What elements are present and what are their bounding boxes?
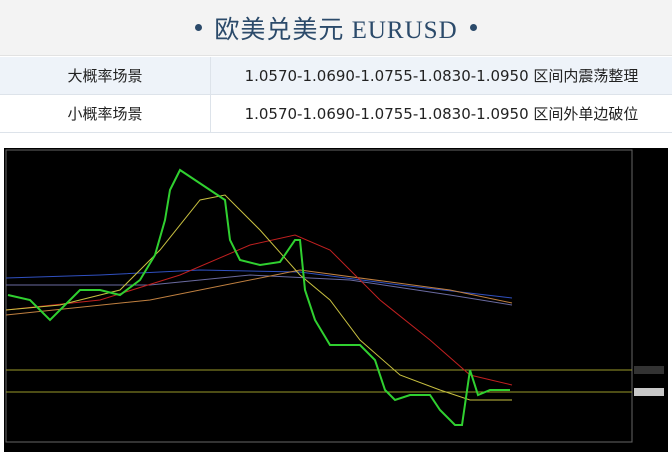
ma-line (5, 269, 513, 299)
price-axis (634, 150, 668, 442)
ma-line (6, 274, 513, 306)
price-line (7, 168, 510, 426)
title-band: 欧美兑美元 EURUSD (0, 0, 672, 56)
ma-line (5, 194, 512, 401)
chart-background (4, 148, 668, 452)
ma-line (5, 269, 513, 316)
bullet (195, 24, 203, 31)
table-cell: 大概率场景 (0, 57, 211, 95)
title: 欧美兑美元 EURUSD (214, 16, 458, 44)
table-row: 小概率场景 1.0570-1.0690-1.0755-1.0830-1.0950… (0, 94, 672, 133)
ma-line (5, 234, 513, 386)
price-marker (634, 388, 664, 396)
scenario-table: 大概率场景 1.0570-1.0690-1.0755-1.0830-1.0950… (0, 57, 672, 133)
price-marker (634, 366, 664, 374)
table-cell: 1.0570-1.0690-1.0755-1.0830-1.0950 区间内震荡… (210, 57, 672, 95)
price-chart-image (4, 148, 668, 452)
bullet (469, 24, 477, 31)
table-cell: 小概率场景 (0, 94, 211, 133)
table-cell: 1.0570-1.0690-1.0755-1.0830-1.0950 区间外单边… (210, 94, 672, 133)
table-row: 大概率场景 1.0570-1.0690-1.0755-1.0830-1.0950… (0, 57, 672, 95)
